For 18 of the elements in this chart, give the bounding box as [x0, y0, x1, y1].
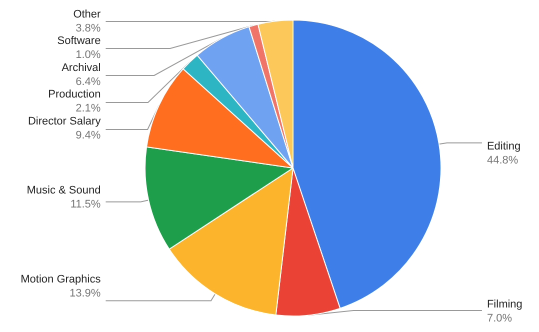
- data-label: 3.8%: [76, 22, 101, 34]
- data-label: 6.4%: [76, 76, 101, 88]
- slice-label: Director Salary: [28, 115, 102, 128]
- slice-label: Filming: [486, 298, 522, 310]
- data-label: 44.8%: [486, 154, 518, 166]
- data-label: 1.0%: [76, 49, 101, 62]
- slice-label: Editing: [486, 140, 521, 152]
- slice-label: Other: [73, 8, 102, 20]
- data-label: 11.5%: [70, 198, 101, 211]
- slice-label: Archival: [62, 62, 101, 74]
- slice-label: Production: [48, 88, 101, 101]
- data-label: 9.4%: [76, 129, 101, 142]
- data-label: 13.9%: [70, 288, 101, 300]
- data-label: 2.1%: [76, 102, 101, 115]
- slice-label: Software: [57, 35, 101, 48]
- data-label: 7.0%: [486, 312, 512, 324]
- slice-label: Music & Sound: [26, 184, 101, 197]
- slice-label: Motion Graphics: [20, 274, 102, 286]
